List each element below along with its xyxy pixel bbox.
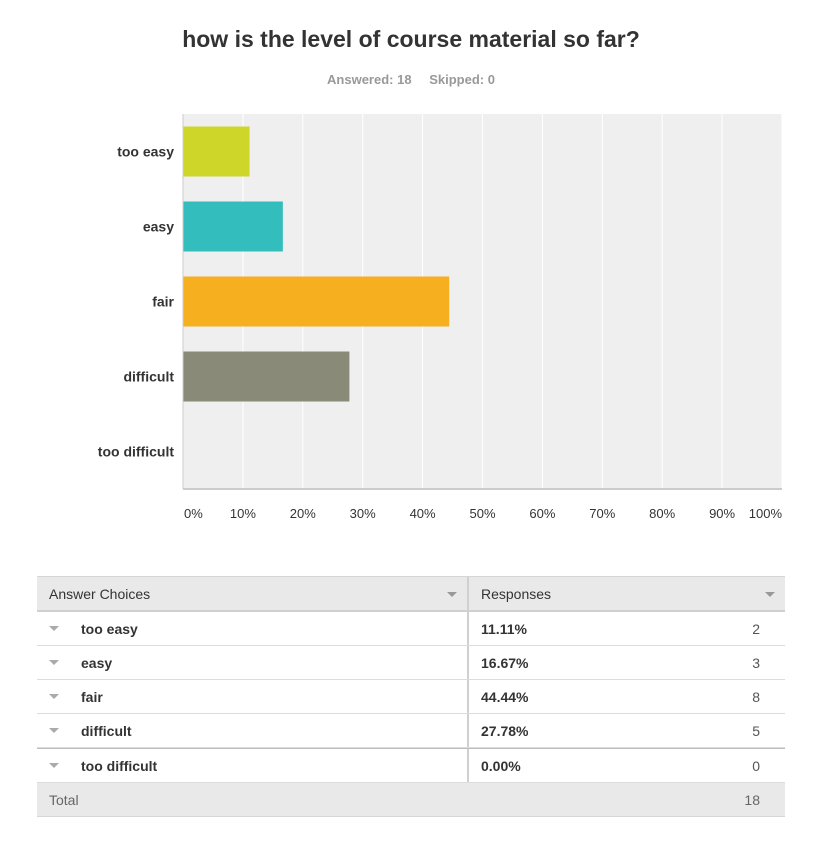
expand-caret-icon[interactable] — [49, 763, 59, 768]
category-label: difficult — [123, 369, 174, 385]
response-count: 5 — [717, 714, 785, 747]
responses-header[interactable]: Responses — [469, 577, 785, 610]
answer-choices-header-label: Answer Choices — [49, 586, 150, 602]
response-percent: 0.00% — [469, 749, 717, 782]
sort-arrow-icon[interactable] — [447, 592, 457, 597]
bar — [183, 352, 349, 402]
x-tick-label: 40% — [410, 506, 436, 521]
sort-arrow-icon[interactable] — [765, 592, 775, 597]
response-count: 2 — [717, 612, 785, 645]
x-tick-label: 80% — [649, 506, 675, 521]
response-percent: 44.44% — [469, 680, 717, 713]
responses-table: Answer Choices Responses too easy 11.11%… — [37, 576, 785, 817]
choice-label: too easy — [81, 621, 138, 637]
bar — [183, 202, 283, 252]
x-tick-label: 50% — [469, 506, 495, 521]
bar — [183, 127, 250, 177]
x-tick-label: 0% — [184, 506, 203, 521]
category-label: easy — [143, 219, 174, 235]
bar-chart: too easy easy fair difficult too difficult 0%… — [0, 0, 822, 540]
response-percent: 11.11% — [469, 612, 717, 645]
total-value: 18 — [744, 792, 785, 808]
response-count: 8 — [717, 680, 785, 713]
expand-caret-icon[interactable] — [49, 626, 59, 631]
response-percent: 27.78% — [469, 714, 717, 747]
choice-label: too difficult — [81, 758, 157, 774]
table-row: fair 44.44% 8 — [37, 680, 785, 714]
category-label: too difficult — [98, 444, 175, 460]
x-tick-label: 60% — [529, 506, 555, 521]
x-tick-label: 90% — [709, 506, 735, 521]
category-label: fair — [152, 294, 174, 310]
total-row: Total 18 — [37, 783, 785, 817]
bar — [183, 277, 449, 327]
response-percent: 16.67% — [469, 646, 717, 679]
responses-header-label: Responses — [481, 586, 551, 602]
table-row: easy 16.67% 3 — [37, 646, 785, 680]
table-header: Answer Choices Responses — [37, 576, 785, 612]
x-tick-label: 10% — [230, 506, 256, 521]
x-tick-label: 30% — [350, 506, 376, 521]
response-count: 0 — [717, 749, 785, 782]
table-row: too difficult 0.00% 0 — [37, 748, 785, 783]
table-row: too easy 11.11% 2 — [37, 612, 785, 646]
expand-caret-icon[interactable] — [49, 660, 59, 665]
choice-label: easy — [81, 655, 112, 671]
choice-label: difficult — [81, 723, 132, 739]
response-count: 3 — [717, 646, 785, 679]
x-tick-label: 20% — [290, 506, 316, 521]
expand-caret-icon[interactable] — [49, 694, 59, 699]
table-row: difficult 27.78% 5 — [37, 714, 785, 748]
expand-caret-icon[interactable] — [49, 728, 59, 733]
x-tick-label: 100% — [749, 506, 783, 521]
answer-choices-header[interactable]: Answer Choices — [37, 577, 469, 610]
x-tick-label: 70% — [589, 506, 615, 521]
total-label: Total — [37, 792, 79, 808]
choice-label: fair — [81, 689, 103, 705]
category-label: too easy — [117, 144, 174, 160]
